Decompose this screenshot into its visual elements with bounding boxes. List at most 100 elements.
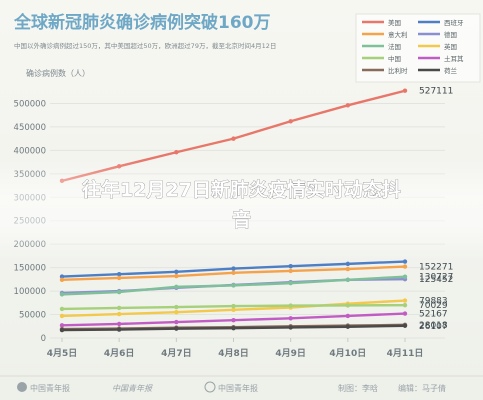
legend-label: 美国: [388, 18, 401, 27]
data-point: [402, 298, 408, 303]
data-point: [288, 264, 293, 269]
legend-label: 意大利: [388, 30, 408, 39]
legend-label: 法国: [388, 42, 401, 51]
end-value-label: 152271: [419, 263, 453, 273]
data-point: [174, 319, 179, 325]
data-point: [345, 266, 351, 272]
data-point: [59, 313, 65, 319]
data-point: [231, 266, 236, 271]
legend-label: 德国: [444, 30, 457, 39]
data-point: [116, 275, 122, 281]
data-point: [231, 307, 236, 313]
data-point: [116, 321, 122, 327]
data-point: [345, 313, 351, 319]
data-point: [345, 277, 351, 283]
credit-author: 李晗: [362, 383, 378, 393]
data-point: [288, 316, 293, 321]
data-point: [231, 325, 236, 331]
data-point: [59, 277, 65, 283]
data-point: [174, 310, 179, 315]
y-tick-label: 0: [41, 334, 46, 344]
editor-label: 编辑：: [398, 383, 422, 393]
data-point: [402, 274, 408, 279]
end-value-label: 28018: [419, 321, 448, 331]
y-tick-label: 450000: [14, 123, 46, 133]
footer-logo-2-text: 中国青年报: [112, 384, 153, 393]
globe-icon: [204, 381, 216, 393]
data-point: [345, 261, 351, 267]
data-point: [174, 326, 179, 331]
credit-label: 制图：: [338, 383, 362, 393]
data-point: [174, 269, 179, 275]
data-point: [288, 303, 293, 308]
editor-author: 马子倩: [422, 383, 446, 393]
y-tick-label: 150000: [14, 264, 46, 274]
footer-logo-1-text: 中国青年报: [30, 383, 70, 393]
data-point: [59, 292, 65, 297]
data-point: [402, 311, 408, 316]
headline-line-1: 往年12月27日新肺炎疫情实时动态抖: [82, 178, 401, 201]
data-point: [345, 324, 351, 329]
data-point: [345, 303, 351, 308]
data-point: [116, 272, 122, 277]
x-tick-label: 4月9日: [275, 348, 306, 359]
footer-channel: 中国青年报: [204, 381, 258, 393]
data-point: [231, 270, 236, 275]
data-point: [345, 103, 351, 108]
data-point: [288, 268, 293, 274]
chart-subtitle: 中国以外确诊病例超过150万，其中美国超过50万，欧洲超过79万，截至北京时间4…: [14, 41, 276, 50]
x-tick-label: 4月11日: [387, 348, 424, 359]
logo-icon: [17, 382, 27, 392]
y-tick-label: 50000: [19, 311, 46, 321]
end-value-label: 527111: [419, 87, 453, 97]
legend-label: 比利时: [388, 66, 408, 75]
headline-line-2: 音: [232, 208, 251, 231]
data-point: [231, 283, 236, 288]
data-point: [288, 119, 293, 124]
legend-label: 英国: [444, 42, 457, 51]
headline-band: [0, 160, 483, 260]
x-tick-label: 4月8日: [218, 348, 249, 359]
end-value-label: 125452: [419, 275, 453, 285]
data-point: [116, 305, 122, 311]
chart-title: 全球新冠肺炎确诊病例突破160万: [13, 12, 271, 33]
data-point: [174, 284, 179, 290]
y-tick-label: 400000: [14, 146, 46, 156]
data-point: [231, 136, 236, 141]
legend-label: 中国: [388, 54, 401, 63]
data-point: [59, 274, 65, 279]
x-tick-labels: 4月5日 4月6日 4月7日 4月8日 4月9日 4月10日 4月11日: [47, 338, 424, 359]
footer-logo-1: 中国青年报: [17, 382, 70, 393]
data-point: [59, 327, 65, 333]
data-point: [288, 280, 293, 286]
x-tick-label: 4月5日: [47, 348, 78, 359]
data-point: [402, 323, 408, 328]
data-point: [116, 311, 122, 317]
data-point: [288, 325, 293, 330]
end-value-label: 52167: [419, 310, 448, 320]
data-point: [59, 306, 65, 312]
y-axis-label: 确诊病例数（人）: [26, 68, 90, 78]
data-point: [231, 317, 236, 323]
data-point: [402, 302, 408, 308]
end-value-label: 70029: [419, 301, 448, 311]
data-point: [402, 88, 408, 93]
x-tick-label: 4月7日: [161, 348, 192, 359]
footer-logo-2: 中国青年报: [112, 384, 153, 393]
x-tick-label: 4月10日: [329, 348, 366, 359]
data-point: [231, 303, 236, 309]
data-point: [174, 150, 179, 155]
end-value-label: 26107: [419, 322, 448, 332]
end-value-labels: 5271111522711254521307277988370029521672…: [419, 87, 453, 332]
data-point: [174, 304, 179, 310]
data-point: [116, 289, 122, 295]
data-point: [174, 273, 179, 279]
y-tick-label: 500000: [14, 99, 46, 109]
end-value-label: 130727: [419, 273, 453, 283]
footer-channel-text: 中国青年报: [218, 383, 258, 393]
x-tick-label: 4月6日: [104, 348, 135, 359]
legend-label: 荷兰: [444, 66, 458, 75]
y-tick-label: 100000: [14, 287, 46, 297]
